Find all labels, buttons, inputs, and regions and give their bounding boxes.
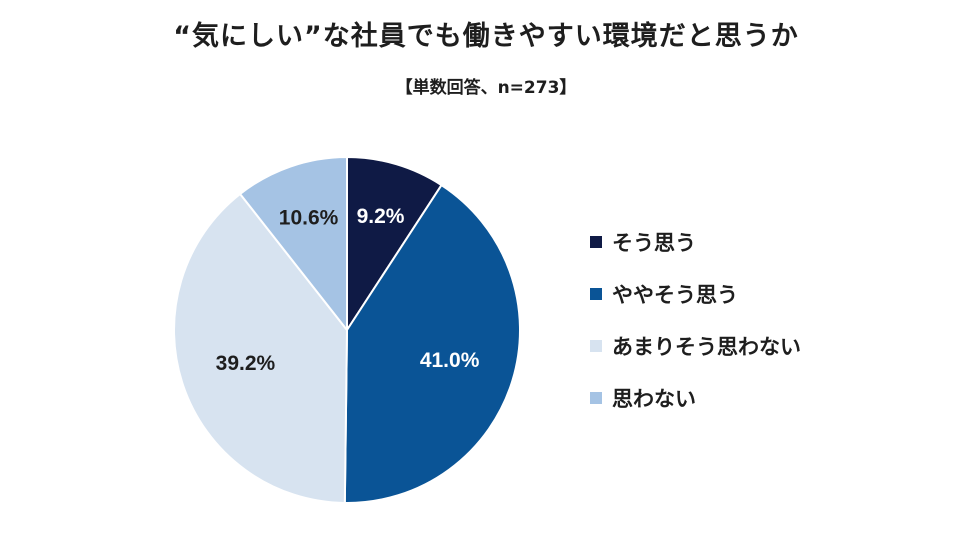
- slice-value-label: 9.2%: [357, 205, 405, 228]
- slice-amari-soumowanai: [173, 192, 349, 504]
- legend-swatch: [590, 340, 602, 352]
- legend-swatch: [590, 392, 602, 404]
- legend-swatch: [590, 288, 602, 300]
- legend-label: そう思う: [612, 231, 696, 255]
- legend-item-amari-soumowanai: あまりそう思わない: [590, 320, 960, 372]
- legend-label: ややそう思う: [612, 283, 738, 307]
- chart-title: “気にしい”な社員でも働きやすい環境だと思うか: [173, 21, 799, 52]
- slice-value-label: 39.2%: [216, 352, 276, 375]
- chart-subtitle: 【単数回答、n=273】: [395, 78, 577, 98]
- legend-item-omowanai: 思わない: [590, 372, 960, 424]
- legend-item-soumou: そう思う: [590, 216, 960, 268]
- slice-value-label: 41.0%: [420, 349, 480, 372]
- legend-label: あまりそう思わない: [612, 335, 801, 359]
- slice-value-label: 10.6%: [279, 206, 339, 229]
- legend-swatch: [590, 236, 602, 248]
- legend-label: 思わない: [612, 387, 696, 411]
- legend: そう思う ややそう思う あまりそう思わない 思わない: [590, 216, 960, 424]
- slice-omowanai: [238, 155, 348, 333]
- slice-soumou: [346, 155, 443, 334]
- legend-item-yaya-soumou: ややそう思う: [590, 268, 960, 320]
- slice-yaya-soumou: [343, 183, 521, 504]
